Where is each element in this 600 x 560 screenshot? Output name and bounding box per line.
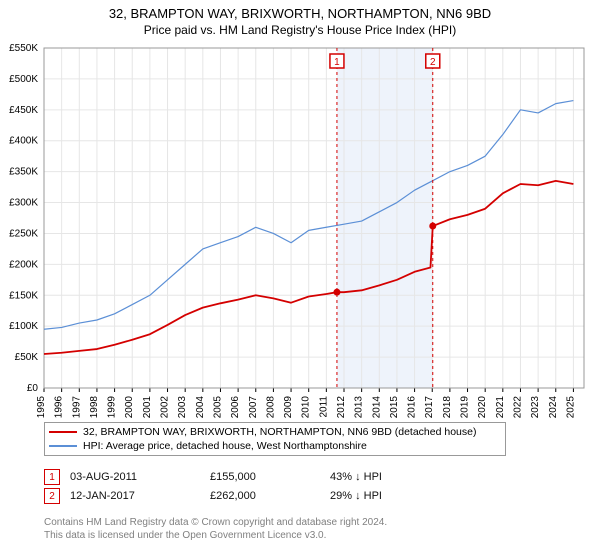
event-delta: 43% ↓ HPI — [330, 471, 470, 483]
svg-text:2006: 2006 — [230, 396, 241, 419]
svg-text:2023: 2023 — [530, 396, 541, 419]
svg-text:2003: 2003 — [177, 396, 188, 419]
svg-text:£0: £0 — [27, 383, 39, 394]
svg-text:1998: 1998 — [89, 396, 100, 419]
legend-label: 32, BRAMPTON WAY, BRIXWORTH, NORTHAMPTON… — [83, 426, 476, 438]
event-date: 03-AUG-2011 — [70, 471, 210, 483]
svg-text:2017: 2017 — [424, 396, 435, 419]
svg-text:2005: 2005 — [212, 396, 223, 419]
svg-text:2008: 2008 — [265, 396, 276, 419]
svg-text:2016: 2016 — [407, 396, 418, 419]
svg-text:2025: 2025 — [565, 396, 576, 419]
svg-text:2002: 2002 — [160, 396, 171, 419]
svg-text:1997: 1997 — [71, 396, 82, 419]
attribution-line1: Contains HM Land Registry data © Crown c… — [44, 516, 387, 529]
svg-text:1: 1 — [334, 57, 340, 68]
svg-text:2007: 2007 — [248, 396, 259, 419]
legend-label: HPI: Average price, detached house, West… — [83, 440, 367, 452]
svg-text:2022: 2022 — [512, 396, 523, 419]
svg-text:2012: 2012 — [336, 396, 347, 419]
svg-text:£250K: £250K — [9, 228, 38, 239]
event-index: 2 — [44, 488, 60, 504]
svg-text:£300K: £300K — [9, 198, 38, 209]
svg-text:2: 2 — [430, 57, 436, 68]
svg-text:2011: 2011 — [318, 396, 329, 418]
event-delta: 29% ↓ HPI — [330, 490, 470, 502]
svg-text:2015: 2015 — [389, 396, 400, 419]
svg-text:2001: 2001 — [142, 396, 153, 419]
legend-swatch — [49, 445, 77, 447]
svg-text:2018: 2018 — [442, 396, 453, 419]
event-price: £155,000 — [210, 471, 330, 483]
svg-text:£200K: £200K — [9, 259, 38, 270]
svg-text:£400K: £400K — [9, 136, 38, 147]
event-row: 2 12-JAN-2017£262,00029% ↓ HPI — [44, 488, 470, 504]
event-index: 1 — [44, 469, 60, 485]
svg-text:2014: 2014 — [371, 396, 382, 419]
svg-text:2013: 2013 — [354, 396, 365, 419]
events-table: 1 03-AUG-2011£155,00043% ↓ HPI 2 12-JAN-201… — [44, 466, 470, 507]
svg-text:2009: 2009 — [283, 396, 294, 419]
svg-text:2020: 2020 — [477, 396, 488, 419]
legend-row: 32, BRAMPTON WAY, BRIXWORTH, NORTHAMPTON… — [45, 425, 505, 439]
chart-title: 32, BRAMPTON WAY, BRIXWORTH, NORTHAMPTON… — [0, 0, 600, 23]
svg-text:2010: 2010 — [301, 396, 312, 419]
legend-row: HPI: Average price, detached house, West… — [45, 439, 505, 453]
svg-text:1995: 1995 — [36, 396, 47, 419]
svg-text:1999: 1999 — [107, 396, 118, 419]
event-row: 1 03-AUG-2011£155,00043% ↓ HPI — [44, 469, 470, 485]
svg-text:1996: 1996 — [54, 396, 65, 419]
chart-svg: £0£50K£100K£150K£200K£250K£300K£350K£400… — [44, 48, 584, 416]
svg-text:£550K: £550K — [9, 43, 38, 54]
svg-text:£450K: £450K — [9, 105, 38, 116]
svg-text:£100K: £100K — [9, 321, 38, 332]
svg-text:£50K: £50K — [15, 352, 39, 363]
event-price: £262,000 — [210, 490, 330, 502]
svg-text:2024: 2024 — [548, 396, 559, 419]
svg-text:£150K: £150K — [9, 290, 38, 301]
legend: 32, BRAMPTON WAY, BRIXWORTH, NORTHAMPTON… — [44, 422, 506, 456]
legend-swatch — [49, 431, 77, 433]
event-date: 12-JAN-2017 — [70, 490, 210, 502]
svg-text:2021: 2021 — [495, 396, 506, 419]
svg-text:£350K: £350K — [9, 167, 38, 178]
price-chart: £0£50K£100K£150K£200K£250K£300K£350K£400… — [44, 48, 584, 416]
attribution: Contains HM Land Registry data © Crown c… — [44, 516, 387, 542]
attribution-line2: This data is licensed under the Open Gov… — [44, 529, 387, 542]
svg-text:2000: 2000 — [124, 396, 135, 419]
svg-text:2019: 2019 — [460, 396, 471, 419]
svg-text:2004: 2004 — [195, 396, 206, 419]
chart-subtitle: Price paid vs. HM Land Registry's House … — [0, 23, 600, 41]
svg-text:£500K: £500K — [9, 74, 38, 85]
